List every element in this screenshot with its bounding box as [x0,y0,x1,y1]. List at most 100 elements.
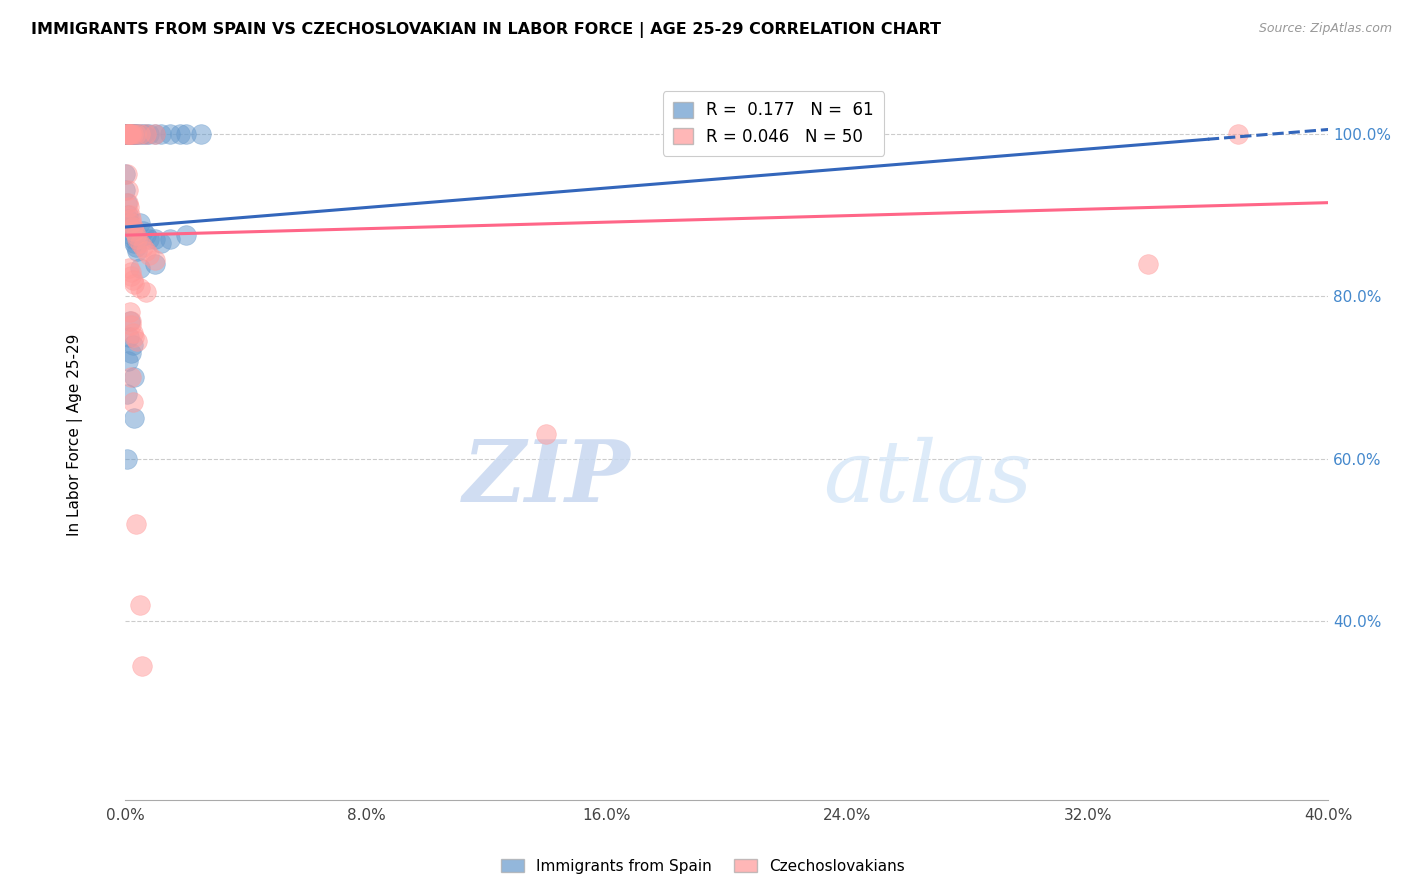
Legend: R =  0.177   N =  61, R = 0.046   N = 50: R = 0.177 N = 61, R = 0.046 N = 50 [662,92,884,156]
Point [135,244,157,259]
Point [125,228,148,243]
Point [122,326,145,340]
Point [129,216,152,230]
Point [117,127,139,141]
Point [117,195,139,210]
Point [118,220,141,235]
Text: Source: ZipAtlas.com: Source: ZipAtlas.com [1258,22,1392,36]
Point [114,127,136,141]
Point [117,354,139,368]
Text: ZIP: ZIP [463,436,630,520]
Point [114,127,136,141]
Point [150,236,173,251]
Point [127,244,149,259]
Point [118,260,141,275]
Point [115,127,138,141]
Point [120,127,142,141]
Point [129,127,152,141]
Point [118,127,141,141]
Point [117,127,139,141]
Point [127,232,149,246]
Point [132,240,155,254]
Point [124,224,146,238]
Text: IMMIGRANTS FROM SPAIN VS CZECHOSLOVAKIAN IN LABOR FORCE | AGE 25-29 CORRELATION : IMMIGRANTS FROM SPAIN VS CZECHOSLOVAKIAN… [31,22,941,38]
Point [536,427,558,442]
Point [115,195,138,210]
Point [174,127,197,141]
Point [120,228,142,243]
Point [129,236,152,251]
Point [118,216,141,230]
Point [120,211,142,226]
Point [115,451,138,466]
Point [118,313,141,327]
Point [122,220,145,235]
Point [125,127,148,141]
Point [120,224,142,238]
Point [129,281,152,295]
Point [120,268,142,283]
Point [120,127,142,141]
Point [115,127,138,141]
Point [125,127,148,141]
Point [120,216,142,230]
Point [114,127,136,141]
Point [125,240,148,254]
Point [117,127,139,141]
Point [145,257,167,271]
Point [122,394,145,409]
Point [135,127,157,141]
Point [169,127,191,141]
Point [129,598,152,612]
Point [120,346,142,360]
Point [118,200,141,214]
Point [145,127,167,141]
Point [118,208,141,222]
Point [117,184,139,198]
Point [138,248,160,262]
Point [114,167,136,181]
Point [118,127,141,141]
Point [129,127,152,141]
Point [124,330,146,344]
Point [159,232,181,246]
Point [174,228,197,243]
Point [114,184,136,198]
Point [124,277,146,291]
Point [122,127,145,141]
Point [124,370,146,384]
Point [132,224,155,238]
Point [120,370,142,384]
Point [127,127,149,141]
Point [131,659,153,673]
Point [117,127,139,141]
Text: atlas: atlas [823,437,1032,519]
Point [124,236,146,251]
Point [115,127,138,141]
Point [138,232,160,246]
Point [135,228,157,243]
Point [114,127,136,141]
Point [122,127,145,141]
Point [120,127,142,141]
Point [125,516,148,531]
Point [190,127,212,141]
Point [1136,257,1159,271]
Point [120,318,142,332]
Point [115,167,138,181]
Point [135,127,157,141]
Point [1226,127,1249,141]
Point [120,127,142,141]
Point [145,232,167,246]
Point [121,127,143,141]
Point [117,127,139,141]
Point [145,252,167,267]
Point [120,265,142,279]
Point [159,127,181,141]
Point [118,127,141,141]
Point [117,208,139,222]
Point [127,334,149,348]
Point [145,127,167,141]
Point [150,127,173,141]
Point [114,127,136,141]
